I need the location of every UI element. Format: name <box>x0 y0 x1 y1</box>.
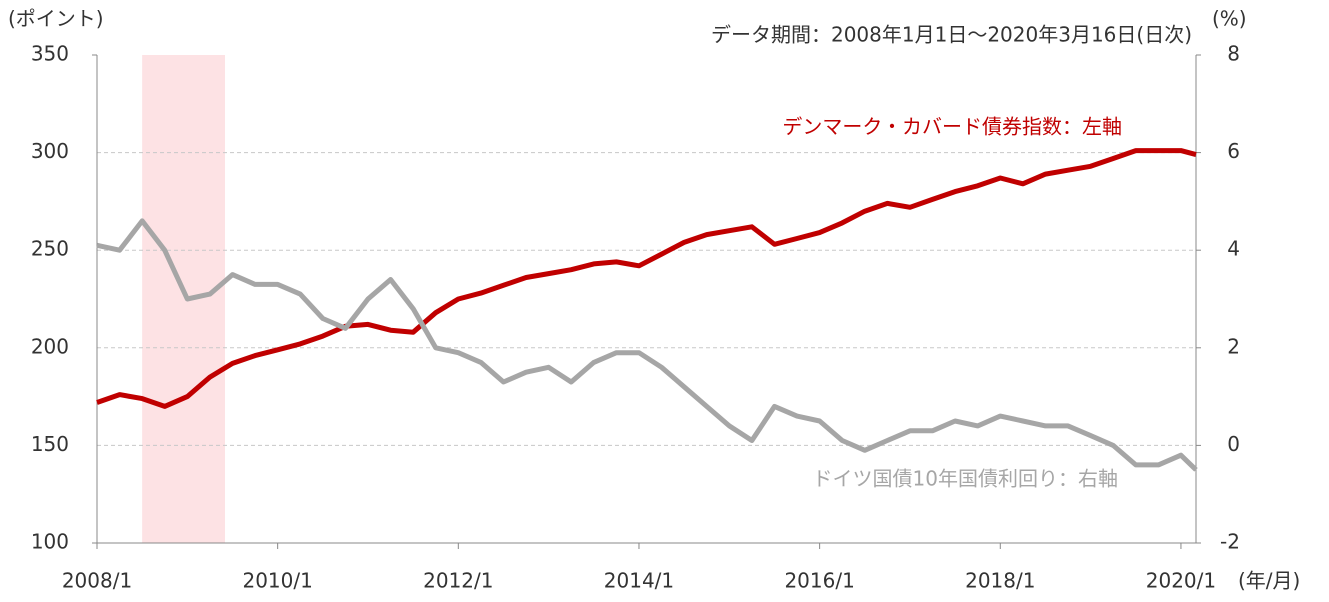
y2-tick-label: 4 <box>1227 237 1240 261</box>
y2-tick-label: 0 <box>1227 432 1240 456</box>
annotation: データ期間：2008年1月1日～2020年3月16日(日次) <box>711 23 1192 47</box>
y-tick-label: 200 <box>31 334 69 358</box>
x-tick-label: 2018/1 <box>965 569 1035 593</box>
shaded-period <box>142 55 225 543</box>
series-label: デンマーク・カバード債券指数：左軸 <box>782 115 1122 139</box>
series-line <box>96 148 1197 409</box>
y-axis-label: (ポイント) <box>8 7 104 31</box>
y-tick-label: 150 <box>31 432 69 456</box>
y2-tick-label: 6 <box>1227 139 1240 163</box>
y-tick-label: 250 <box>31 237 69 261</box>
y-tick-label: 300 <box>31 139 69 163</box>
y2-tick-label: 2 <box>1227 334 1240 358</box>
x-tick-label: 2012/1 <box>423 569 493 593</box>
x-tick-label: 2014/1 <box>604 569 674 593</box>
x-tick-label: 2020/1 <box>1146 569 1216 593</box>
x-tick-label: 2008/1 <box>62 569 132 593</box>
y-tick-label: 100 <box>31 530 69 554</box>
series-label: ドイツ国債10年国債利回り：右軸 <box>813 467 1118 491</box>
series-line <box>96 218 1198 472</box>
y2-tick-label: 8 <box>1227 42 1240 66</box>
x-axis-label: (年/月) <box>1238 569 1300 593</box>
x-tick-label: 2010/1 <box>242 569 312 593</box>
y-tick-label: 350 <box>31 42 69 66</box>
x-tick-label: 2016/1 <box>784 569 854 593</box>
y2-axis-label: (%) <box>1212 7 1247 31</box>
y2-tick-label: -2 <box>1220 530 1240 554</box>
